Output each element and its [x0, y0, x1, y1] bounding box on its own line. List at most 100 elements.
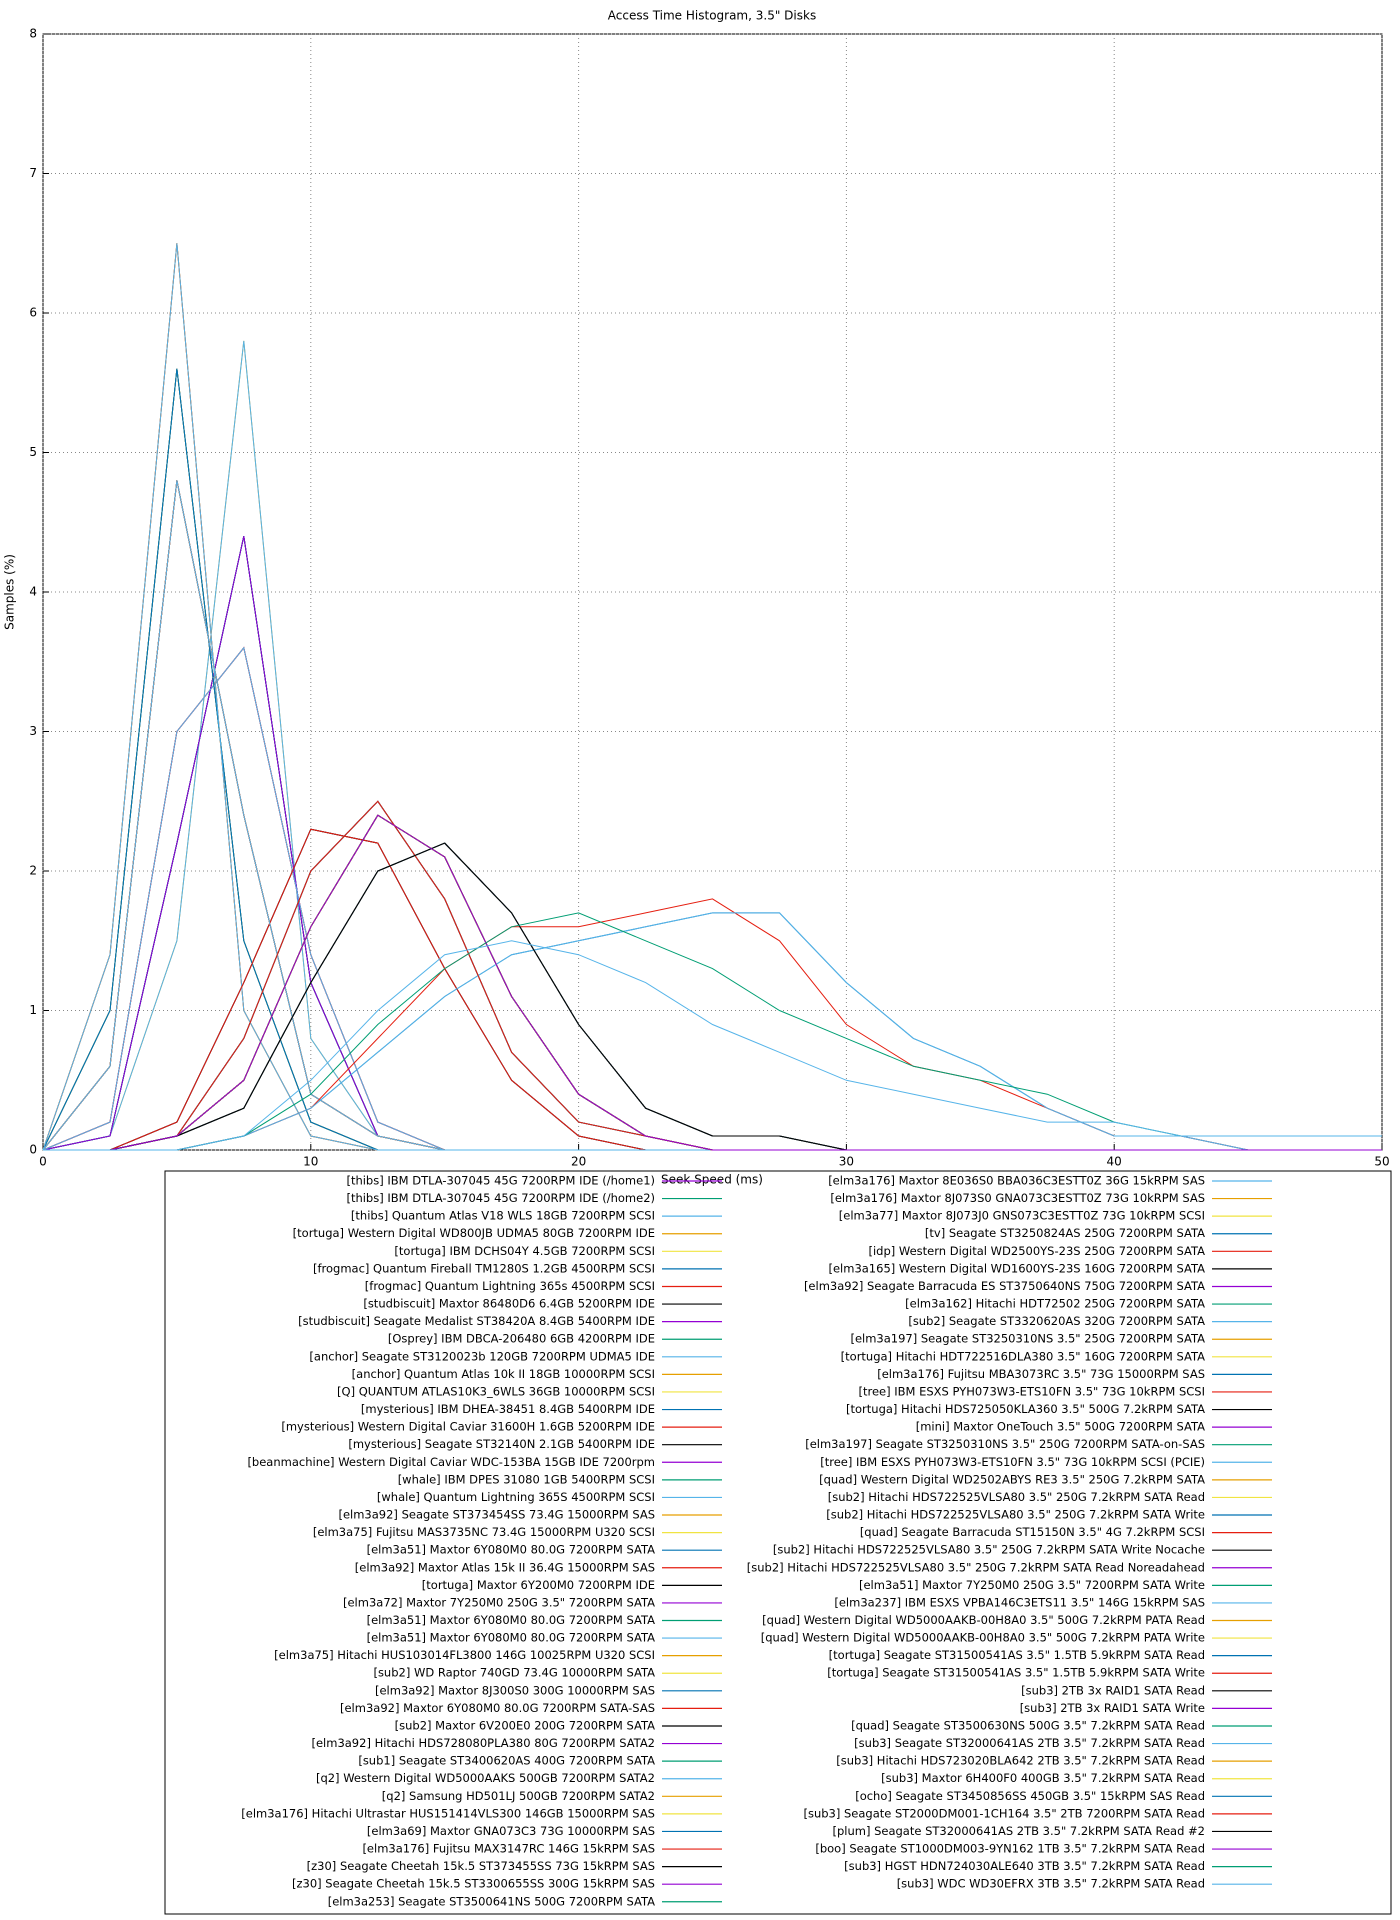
x-tick-label: 0	[39, 1155, 47, 1169]
legend-label: [thibs] IBM DTLA-307045 45G 7200RPM IDE …	[346, 1191, 655, 1205]
legend-label: [frogmac] Quantum Lightning 365s 4500RPM…	[365, 1279, 655, 1293]
series-line	[42, 340, 1382, 1151]
series-line	[43, 842, 1382, 1151]
series-line	[42, 368, 1382, 1151]
series-line	[42, 340, 1382, 1151]
legend-label: [anchor] Seagate ST3120023b 120GB 7200RP…	[309, 1349, 655, 1363]
series-line	[42, 368, 1382, 1151]
legend-label: [elm3a51] Maxtor 7Y250M0 250G 3.5" 7200R…	[859, 1578, 1205, 1592]
series-line	[43, 828, 1382, 1151]
series-line	[43, 800, 1382, 1151]
legend-label: [tortuga] Seagate ST31500541AS 3.5" 1.5T…	[827, 1666, 1205, 1680]
legend-label: [elm3a176] Fujitsu MAX3147RC 146G 15kRPM…	[362, 1842, 655, 1856]
legend-label: [sub2] Maxtor 6V200E0 200G 7200RPM SATA	[395, 1718, 656, 1732]
y-tick-label: 8	[29, 27, 37, 41]
series-line	[43, 842, 1382, 1151]
series-line	[42, 480, 1382, 1151]
legend-box	[164, 1170, 1392, 1915]
legend-label: [q2] Western Digital WD5000AAKS 500GB 72…	[316, 1771, 655, 1785]
legend-label: [elm3a72] Maxtor 7Y250M0 250G 3.5" 7200R…	[343, 1595, 655, 1609]
series-line	[43, 940, 1382, 1151]
legend-label: [elm3a77] Maxtor 8J073J0 GNS073C3ESTT0Z …	[839, 1209, 1205, 1223]
legend-label: [mysterious] Western Digital Caviar 3160…	[281, 1420, 655, 1434]
y-tick-label: 6	[29, 306, 37, 320]
x-tick-label: 20	[571, 1155, 586, 1169]
series-line	[43, 842, 1382, 1151]
series-line	[43, 800, 1382, 1151]
legend-label: [sub2] WD Raptor 740GD 73.4G 10000RPM SA…	[373, 1666, 655, 1680]
series-line	[43, 842, 1382, 1151]
series-line	[43, 800, 1382, 1151]
legend-label: [elm3a176] Hitachi Ultrastar HUS151414VL…	[241, 1806, 655, 1820]
legend-label: [elm3a69] Maxtor GNA073C3 73G 10000RPM S…	[367, 1824, 655, 1838]
series-line	[43, 800, 1382, 1151]
legend-label: [idp] Western Digital WD2500YS-23S 250G …	[868, 1244, 1205, 1258]
legend-label: [quad] Seagate ST3500630NS 500G 3.5" 7.2…	[851, 1718, 1205, 1732]
legend-label: [sub3] Maxtor 6H400F0 400GB 3.5" 7.2kRPM…	[881, 1771, 1205, 1785]
series-line	[43, 842, 1382, 1151]
legend-label: [elm3a253] Seagate ST3500641NS 500G 7200…	[328, 1894, 655, 1908]
y-tick-label: 2	[29, 864, 37, 878]
legend-label: [tree] IBM ESXS PYH073W3-ETS10FN 3.5" 73…	[820, 1455, 1205, 1469]
y-axis-label: Samples (%)	[3, 554, 17, 630]
legend-label: [mini] Maxtor OneTouch 3.5" 500G 7200RPM…	[916, 1420, 1205, 1434]
series-line	[43, 828, 1382, 1151]
x-tick-label: 40	[1107, 1155, 1122, 1169]
series-line	[43, 800, 1382, 1151]
legend-label: [elm3a92] Maxtor 8J300S0 300G 10000RPM S…	[375, 1683, 655, 1697]
y-tick-label: 5	[29, 445, 37, 459]
series-line	[43, 842, 1382, 1151]
y-tick-label: 7	[29, 166, 37, 180]
legend-label: [elm3a92] Maxtor 6Y080M0 80.0G 7200RPM S…	[340, 1701, 655, 1715]
legend-label: [frogmac] Quantum Fireball TM1280S 1.2GB…	[313, 1261, 655, 1275]
series-line	[43, 842, 1382, 1151]
legend-label: [elm3a51] Maxtor 6Y080M0 80.0G 7200RPM S…	[367, 1543, 656, 1557]
series-line	[43, 842, 1382, 1151]
series-line	[42, 536, 1382, 1151]
legend-label: [whale] Quantum Lightning 365S 4500RPM S…	[377, 1490, 655, 1504]
x-tick-label: 30	[839, 1155, 854, 1169]
series-line	[42, 536, 1382, 1151]
series-line	[43, 842, 1382, 1151]
legend-label: [Q] QUANTUM ATLAS10K3_6WLS 36GB 10000RPM…	[337, 1384, 655, 1398]
legend-label: [sub2] Seagate ST3320620AS 320G 7200RPM …	[908, 1314, 1205, 1328]
chart-title: Access Time Histogram, 3.5" Disks	[608, 9, 816, 23]
legend-label: [tortuga] Hitachi HDT722516DLA380 3.5" 1…	[841, 1349, 1205, 1363]
legend-label: [quad] Western Digital WD5000AAKB-00H8A0…	[762, 1613, 1205, 1627]
legend-label: [sub2] Hitachi HDS722525VLSA80 3.5" 250G…	[826, 1508, 1205, 1522]
legend-label: [tortuga] Seagate ST31500541AS 3.5" 1.5T…	[829, 1648, 1205, 1662]
legend-label: [tortuga] Maxtor 6Y200M0 7200RPM IDE	[422, 1578, 655, 1592]
series-line	[43, 842, 1382, 1151]
legend-label: [elm3a75] Hitachi HUS103014FL3800 146G 1…	[274, 1648, 655, 1662]
series-line	[43, 842, 1382, 1151]
legend-label: [thibs] IBM DTLA-307045 45G 7200RPM IDE …	[346, 1174, 655, 1188]
series-line	[42, 536, 1382, 1151]
legend-label: [elm3a162] Hitachi HDT72502 250G 7200RPM…	[905, 1297, 1205, 1311]
legend-label: [studbiscuit] Seagate Medalist ST38420A …	[298, 1314, 655, 1328]
series-line	[42, 243, 1382, 1151]
series-line	[42, 243, 1382, 1151]
legend-label: [elm3a176] Maxtor 8E036S0 BBA036C3ESTT0Z…	[828, 1174, 1205, 1188]
series-line	[42, 536, 1382, 1151]
legend-label: [elm3a176] Maxtor 8J073S0 GNA073C3ESTT0Z…	[830, 1191, 1205, 1205]
legend-label: [elm3a51] Maxtor 6Y080M0 80.0G 7200RPM S…	[367, 1613, 656, 1627]
legend-label: [elm3a92] Seagate ST373454SS 73.4G 15000…	[338, 1508, 655, 1522]
y-tick-label: 4	[29, 585, 37, 599]
legend-label: [anchor] Quantum Atlas 10k II 18GB 10000…	[352, 1367, 655, 1381]
legend-label: [studbiscuit] Maxtor 86480D6 6.4GB 5200R…	[363, 1297, 655, 1311]
legend-label: [quad] Seagate Barracuda ST15150N 3.5" 4…	[860, 1525, 1205, 1539]
legend-label: [elm3a92] Hitachi HDS728080PLA380 80G 72…	[311, 1736, 655, 1750]
legend-label: [quad] Western Digital WD5000AAKB-00H8A0…	[761, 1631, 1205, 1645]
legend-label: [plum] Seagate ST32000641AS 2TB 3.5" 7.2…	[832, 1824, 1205, 1838]
legend-label: [tree] IBM ESXS PYH073W3-ETS10FN 3.5" 73…	[858, 1384, 1205, 1398]
series-line	[42, 368, 1382, 1151]
series-line	[42, 368, 1382, 1151]
legend-label: [z30] Seagate Cheetah 15k.5 ST373455SS 7…	[307, 1859, 655, 1873]
legend-label: [ocho] Seagate ST3450856SS 450GB 3.5" 15…	[855, 1789, 1205, 1803]
legend-label: [sub3] Seagate ST32000641AS 2TB 3.5" 7.2…	[854, 1736, 1205, 1750]
legend-label: [elm3a176] Fujitsu MBA3073RC 3.5" 73G 15…	[877, 1367, 1205, 1381]
series-line	[42, 536, 1382, 1151]
legend-label: [sub2] Hitachi HDS722525VLSA80 3.5" 250G…	[773, 1543, 1205, 1557]
series-line	[42, 368, 1382, 1151]
